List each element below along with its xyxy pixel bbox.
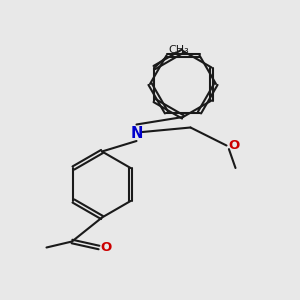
Text: O: O [228,139,239,152]
Text: CH₃: CH₃ [169,45,190,55]
Text: O: O [100,241,111,254]
Text: N: N [130,126,143,141]
